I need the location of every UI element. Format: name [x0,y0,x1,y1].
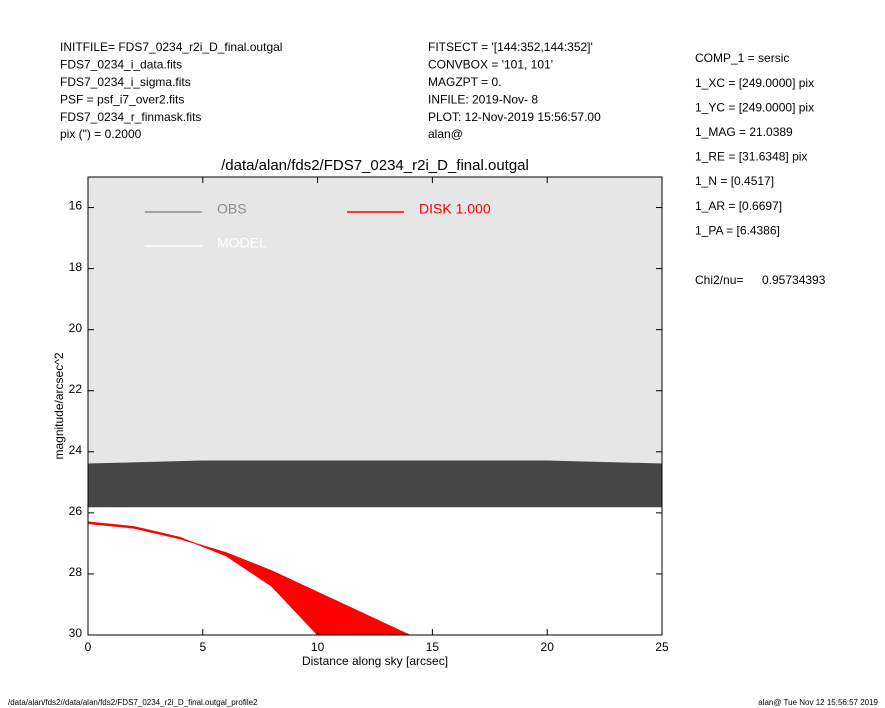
y-tick-label: 26 [69,504,83,518]
band-area [88,490,662,635]
header-right-line: 1_RE = [31.6348] pix [695,150,807,164]
header-middle-line: FITSECT = '[144:352,144:352]' [428,40,593,54]
header-left-line: INITFILE= FDS7_0234_r2i_D_final.outgal [60,40,282,54]
plot-area [88,460,662,635]
header-right-line: 1_XC = [249.0000] pix [695,76,814,90]
x-tick-label: 10 [311,640,325,654]
y-tick-label: 16 [69,199,83,213]
footer-right: alan@ Tue Nov 12 15:56:57 2019 [758,698,878,707]
x-tick-label: 25 [655,640,669,654]
x-axis-label: Distance along sky [arcsec] [302,654,448,668]
y-tick-label: 30 [69,626,83,640]
y-tick-label: 28 [69,565,83,579]
chi2-label: Chi2/nu= [695,273,743,287]
chart-title: /data/alan/fds2/FDS7_0234_r2i_D_final.ou… [221,157,529,174]
x-tick-label: 20 [541,640,555,654]
header-left-line: pix (") = 0.2000 [60,127,142,141]
header-middle-line: MAGZPT = 0. [428,75,501,89]
header-right-line: COMP_1 = sersic [695,51,789,65]
y-tick-label: 20 [69,321,83,335]
legend-label: OBS [217,201,247,217]
y-axis-label: magnitude/arcsec^2 [52,352,66,459]
header-left-line: FDS7_0234_i_sigma.fits [60,75,191,89]
header-middle-line: CONVBOX = '101, 101' [428,58,553,72]
x-tick-label: 15 [426,640,440,654]
x-tick-label: 0 [85,640,92,654]
band-area [88,460,662,508]
header-middle-line: PLOT: 12-Nov-2019 15:56:57.00 [428,110,601,124]
legend-label: DISK 1.000 [419,201,491,217]
header-middle-line: alan@ [428,127,463,141]
x-tick-label: 5 [199,640,206,654]
header-right-line: 1_YC = [249.0000] pix [695,100,814,114]
y-tick-label: 22 [69,382,83,396]
chi2-value: 0.95734393 [762,273,826,287]
plot-frame [87,176,663,636]
footer-left: /data/alan/fds2//data/alan/fds2/FDS7_023… [8,698,258,707]
header-right-line: 1_MAG = 21.0389 [695,125,793,139]
header-right-line: 1_AR = [0.6697] [695,199,782,213]
legend-label: MODEL [217,235,267,251]
band-area [88,521,410,635]
y-tick-label: 24 [69,443,83,457]
header-right-line: 1_N = [0.4517] [695,174,774,188]
header-left-line: FDS7_0234_i_data.fits [60,58,182,72]
header-left-line: PSF = psf_i7_over2.fits [60,92,184,106]
y-tick-label: 18 [69,260,83,274]
header-right-line: 1_PA = [6.4386] [695,223,780,237]
header-middle-line: INFILE: 2019-Nov- 8 [428,92,538,106]
header-left-line: FDS7_0234_r_finmask.fits [60,110,201,124]
